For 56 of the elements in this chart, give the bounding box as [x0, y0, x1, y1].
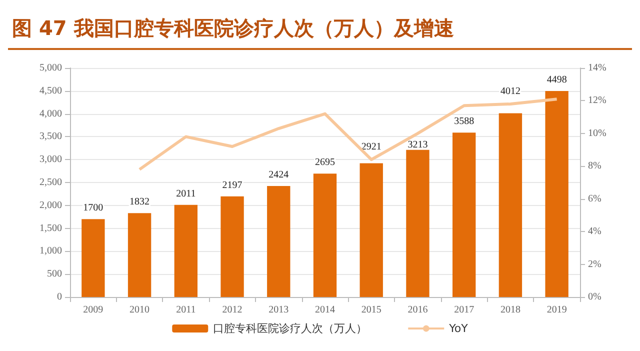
- y2-tick-label: 6%: [588, 193, 602, 204]
- bar: [545, 90, 568, 297]
- chart-title: 图 47 我国口腔专科医院诊疗人次（万人）及增速: [8, 8, 632, 50]
- data-label: 3213: [408, 139, 428, 150]
- bar: [498, 113, 522, 297]
- bar: [220, 196, 244, 297]
- y-tick-label: 2,500: [40, 177, 62, 188]
- y-tick-label: 2,000: [40, 200, 62, 211]
- x-tick-label: 2016: [408, 304, 428, 316]
- data-label: 2197: [222, 180, 242, 191]
- y2-tick-label: 10%: [588, 128, 606, 139]
- y-tick-label: 5,000: [40, 62, 62, 74]
- y-tick-label: 500: [47, 268, 62, 280]
- y-tick-label: 4,000: [40, 108, 62, 120]
- legend-label: 口腔专科医院诊疗人次（万人）: [213, 322, 368, 335]
- y-tick-label: 3,000: [40, 154, 62, 166]
- data-label: 1700: [83, 202, 104, 214]
- data-label: 2695: [315, 157, 335, 168]
- bar: [313, 174, 337, 297]
- data-label: 3588: [454, 116, 474, 128]
- x-tick-label: 2015: [361, 304, 382, 316]
- x-tick-label: 2017: [454, 304, 474, 316]
- x-tick-label: 2009: [83, 304, 104, 316]
- bar: [360, 163, 383, 297]
- y2-tick-label: 12%: [588, 95, 606, 106]
- bar: [82, 219, 105, 297]
- y-tick-label: 1,000: [40, 246, 62, 257]
- x-tick-label: 2014: [315, 304, 335, 316]
- x-tick-label: 2013: [268, 304, 289, 316]
- y-tick-label: 0: [57, 292, 62, 302]
- data-label: 2921: [361, 142, 382, 153]
- x-tick-label: 2011: [176, 304, 196, 316]
- y2-tick-label: 0%: [588, 292, 602, 302]
- data-label: 2424: [268, 169, 289, 180]
- data-label: 4498: [546, 74, 567, 86]
- bar: [452, 132, 476, 297]
- bar: [406, 150, 430, 297]
- y-tick-label: 3,500: [40, 131, 62, 142]
- y2-tick-label: 14%: [588, 62, 606, 74]
- bar: [128, 213, 152, 297]
- legend-label: YoY: [448, 322, 468, 335]
- x-tick-label: 2012: [222, 304, 242, 316]
- bar: [267, 186, 290, 297]
- data-label: 1832: [130, 196, 150, 208]
- x-tick-label: 2010: [130, 304, 150, 316]
- y-tick-label: 4,500: [40, 85, 62, 96]
- data-label: 4012: [500, 86, 520, 97]
- line-series: [138, 98, 558, 171]
- data-label: 2011: [176, 188, 196, 200]
- y-tick-label: 1,500: [40, 222, 62, 234]
- bar: [174, 204, 198, 297]
- y2-tick-label: 8%: [588, 160, 602, 172]
- x-tick-label: 2019: [546, 304, 567, 316]
- x-tick-label: 2018: [500, 304, 520, 316]
- y2-tick-label: 2%: [588, 258, 602, 270]
- y2-tick-label: 4%: [588, 226, 602, 238]
